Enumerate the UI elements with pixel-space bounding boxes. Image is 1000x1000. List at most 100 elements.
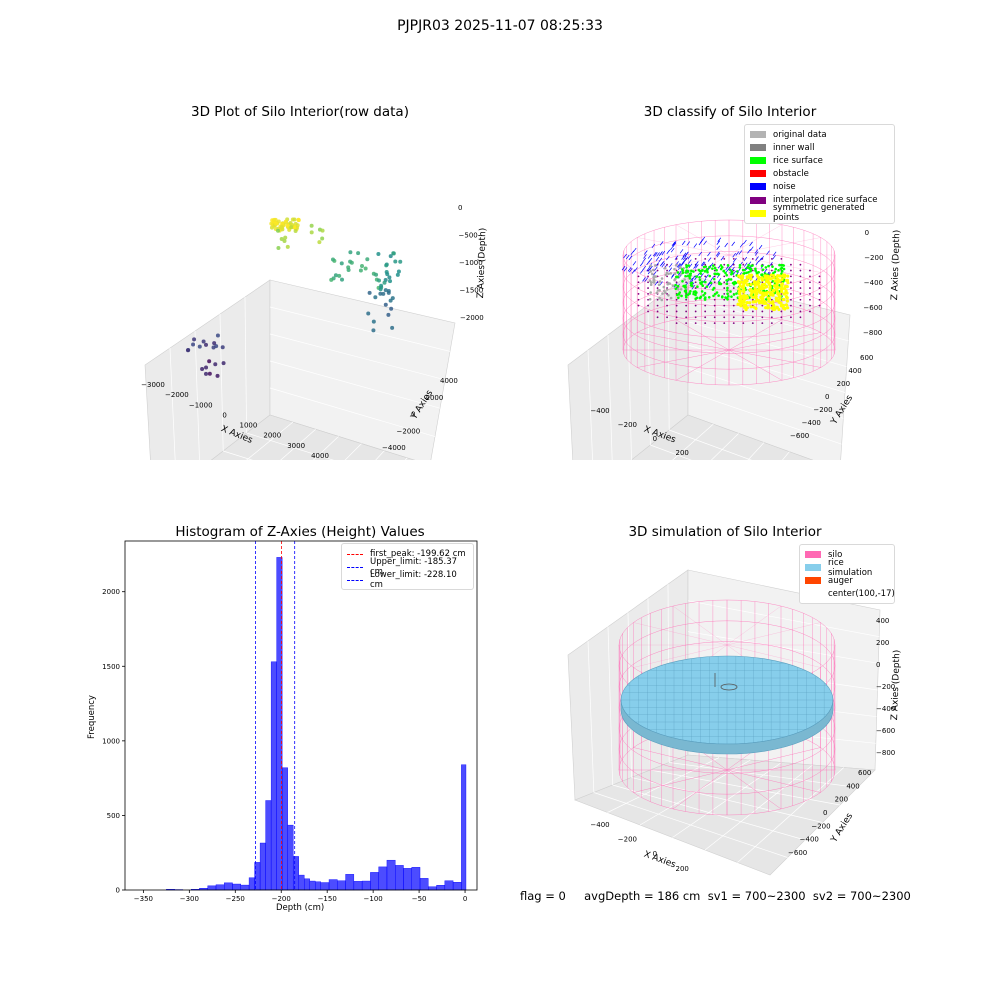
symmetric-point <box>784 291 788 295</box>
data-point <box>200 367 205 372</box>
interpolated-point <box>666 298 668 301</box>
legend-item: inner wall <box>750 141 888 154</box>
legend-swatch <box>750 144 766 152</box>
x-tick-label: −2000 <box>165 391 189 399</box>
silo-floor-spoke <box>728 349 821 368</box>
x-tick-label: 0 <box>653 850 657 858</box>
symmetric-point <box>739 300 743 304</box>
data-point <box>358 268 363 273</box>
noise-point <box>739 243 744 248</box>
rice-surface-point <box>688 277 692 280</box>
data-point <box>348 250 353 255</box>
noise-point <box>632 261 637 266</box>
rice-surface-point <box>692 270 695 273</box>
noise-point <box>654 252 658 257</box>
data-point <box>339 261 344 266</box>
interpolated-point <box>799 281 802 284</box>
legend-swatch <box>750 209 766 217</box>
histogram-bar <box>298 874 305 891</box>
x-tick-label: 1000 <box>240 422 258 430</box>
interpolated-point <box>818 281 821 284</box>
grid-line <box>607 334 613 460</box>
rice-surface-point <box>713 292 717 296</box>
rice-surface-point <box>684 271 687 274</box>
rice-surface-point <box>683 289 687 293</box>
grid-line <box>687 600 880 638</box>
interpolated-point <box>732 316 735 319</box>
grid-line <box>246 432 335 460</box>
rice-surface-point <box>724 271 727 275</box>
symmetric-point <box>744 279 748 283</box>
interpolated-point <box>647 310 649 313</box>
noise-point <box>691 285 696 290</box>
data-point <box>221 361 226 366</box>
noise-point <box>691 275 696 280</box>
noise-point <box>681 261 686 266</box>
noise-point <box>653 271 657 276</box>
interpolated-point <box>685 281 688 284</box>
z-tick-label: 0 <box>865 229 869 237</box>
interpolated-point <box>704 263 707 266</box>
rice-surface-point <box>698 275 701 279</box>
symmetric-point <box>761 296 765 301</box>
grid-line <box>280 429 316 460</box>
data-point <box>333 273 338 278</box>
noise-point <box>623 253 627 259</box>
noise-point <box>627 267 632 272</box>
original-point <box>661 292 664 295</box>
rice-surface-point <box>698 278 702 282</box>
data-point <box>215 373 220 378</box>
classify-axes-panes <box>567 274 851 460</box>
original-point <box>664 291 667 294</box>
histogram-bar <box>320 882 330 891</box>
histogram-reference-lines <box>255 541 296 890</box>
simulation-3d-plot: −400−20002004006006004002000−200−400−600… <box>567 569 895 880</box>
data-point <box>276 246 281 251</box>
data-point <box>320 228 325 233</box>
interpolated-point <box>790 310 792 313</box>
y-tick-label: −2000 <box>397 427 421 435</box>
noise-point <box>709 262 714 267</box>
data-point <box>272 217 277 222</box>
legend-item: silo <box>805 548 888 561</box>
rice-surface-point <box>703 270 707 273</box>
noise-point <box>755 260 760 266</box>
rice-surface-point <box>688 292 691 295</box>
interpolated-point <box>790 281 792 284</box>
symmetric-point <box>740 276 745 280</box>
y-tick-label: 0 <box>823 809 827 817</box>
noise-point <box>766 250 770 255</box>
data-point <box>320 236 325 241</box>
histogram-bar <box>452 882 462 891</box>
noise-point <box>666 249 671 255</box>
noise-point <box>703 240 707 246</box>
grid-line <box>269 387 436 437</box>
grid-line <box>669 429 753 460</box>
y-tick-label: 2000 <box>102 588 120 596</box>
legend-swatch <box>347 579 363 581</box>
simulation-legend: silo rice simulation auger center(100,-17) <box>799 544 895 605</box>
interpolated-point <box>713 310 716 313</box>
original-point <box>679 287 683 291</box>
rice-surface-point <box>717 273 721 276</box>
noise-point <box>666 255 670 261</box>
histogram-bar <box>240 884 250 891</box>
x-tick-label: −100 <box>364 895 383 903</box>
rice-surface-point <box>687 264 690 267</box>
symmetric-point <box>766 303 770 308</box>
grid-line <box>244 296 247 434</box>
z-tick-label: −2000 <box>460 314 484 322</box>
grid-line <box>687 368 844 419</box>
interpolated-point <box>685 316 688 319</box>
rice-surface-point <box>729 290 732 293</box>
interpolated-point <box>790 287 792 289</box>
symmetric-point <box>742 288 746 293</box>
noise-point <box>743 262 748 267</box>
histogram-title: Histogram of Z-Axies (Height) Values <box>175 524 425 540</box>
silo-floor-spoke <box>637 349 730 368</box>
original-point <box>665 271 669 275</box>
interpolated-point <box>799 316 802 319</box>
noise-point <box>661 250 666 256</box>
histogram-bar <box>345 874 355 891</box>
interpolated-point <box>790 293 792 295</box>
